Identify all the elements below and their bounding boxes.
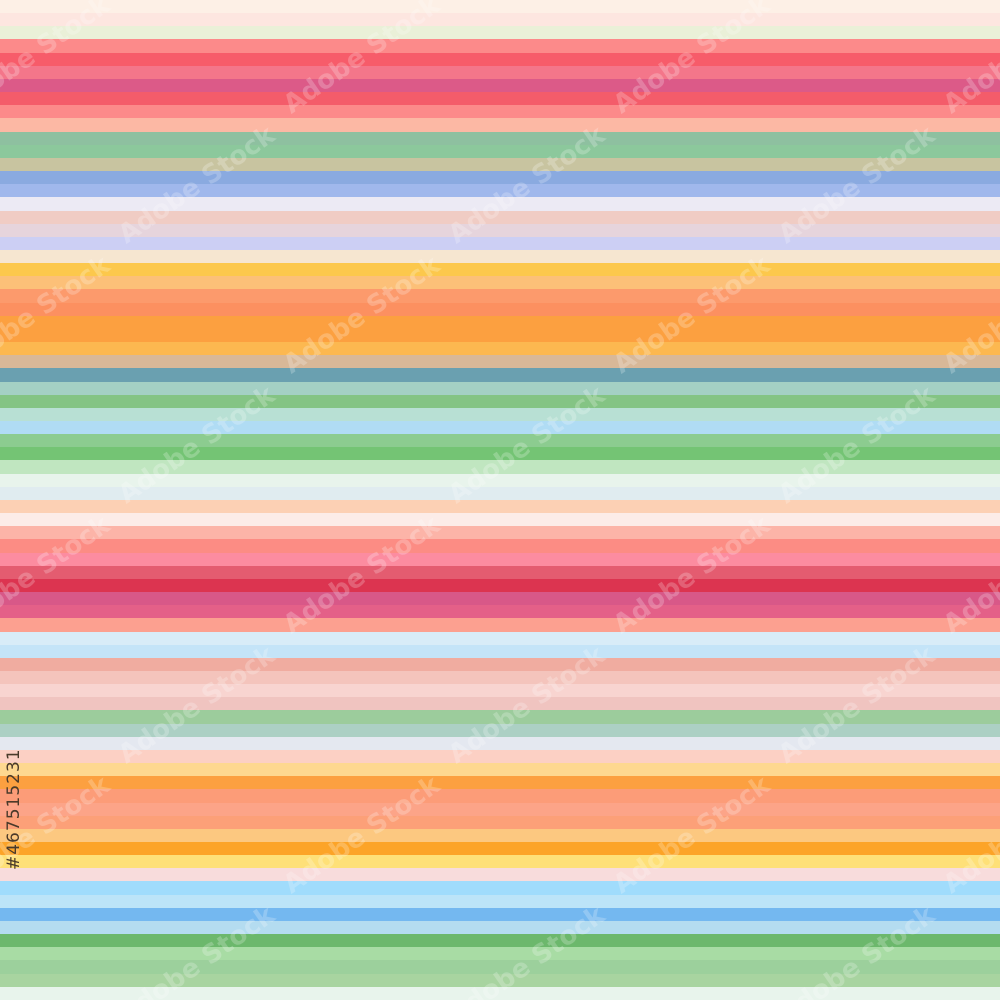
stripe: [0, 460, 1000, 474]
stripe: [0, 368, 1000, 382]
stripe: [0, 934, 1000, 948]
stripe: [0, 184, 1000, 198]
stripe: [0, 65, 1000, 79]
stripe: [0, 39, 1000, 53]
stripe: [0, 342, 1000, 356]
stripe: [0, 736, 1000, 750]
stripe: [0, 513, 1000, 527]
stripe: [0, 657, 1000, 671]
stripe: [0, 407, 1000, 421]
stripe: [0, 276, 1000, 290]
stripe: [0, 355, 1000, 369]
stripe: [0, 118, 1000, 132]
stripe: [0, 328, 1000, 343]
stripe: [0, 236, 1000, 250]
stripe: [0, 670, 1000, 685]
stripe: [0, 723, 1000, 737]
stripe: [0, 26, 1000, 40]
stripe: [0, 592, 1000, 606]
stripe: [0, 105, 1000, 119]
stripe: [0, 13, 1000, 27]
stripe: [0, 763, 1000, 777]
stripe: [0, 552, 1000, 566]
stripe: [0, 289, 1000, 303]
stripe: [0, 776, 1000, 790]
stripe: [0, 157, 1000, 172]
stripe: [0, 381, 1000, 395]
stripe: [0, 52, 1000, 66]
stripe: [0, 920, 1000, 935]
stripe: [0, 947, 1000, 961]
stripe: [0, 249, 1000, 264]
stripe: [0, 421, 1000, 435]
stripe: [0, 578, 1000, 593]
stripe: [0, 447, 1000, 461]
stripe: [0, 631, 1000, 645]
stripe: [0, 605, 1000, 619]
stripe: [0, 473, 1000, 487]
stripe: [0, 486, 1000, 500]
stripe: [0, 539, 1000, 553]
stripe: [0, 828, 1000, 842]
stripe: [0, 92, 1000, 106]
stripe: [0, 0, 1000, 14]
stripe: [0, 644, 1000, 658]
stripe: [0, 802, 1000, 816]
stripe: [0, 894, 1000, 908]
stripe: [0, 815, 1000, 829]
stripe: [0, 749, 1000, 764]
stripe: [0, 315, 1000, 329]
stripe: [0, 499, 1000, 514]
stripe: [0, 710, 1000, 724]
stripe: [0, 684, 1000, 698]
stripe: [0, 868, 1000, 882]
stripe: [0, 960, 1000, 974]
stripe: [0, 986, 1000, 1000]
stripe: [0, 618, 1000, 632]
stripe: [0, 565, 1000, 579]
stripe: [0, 210, 1000, 224]
stripe: [0, 197, 1000, 211]
stripe: [0, 526, 1000, 540]
stripe: [0, 144, 1000, 158]
stock-id-label: #467515231: [4, 748, 24, 870]
stripe: [0, 171, 1000, 185]
stripe: [0, 907, 1000, 921]
stripe: [0, 697, 1000, 711]
stripe: [0, 78, 1000, 93]
stripe: [0, 223, 1000, 237]
stripe: [0, 881, 1000, 895]
stripe: [0, 302, 1000, 316]
stripe: [0, 434, 1000, 448]
stripe: [0, 842, 1000, 856]
stripe: [0, 394, 1000, 408]
stripe: [0, 973, 1000, 987]
stripe: [0, 789, 1000, 803]
stripe: [0, 131, 1000, 145]
stripe: [0, 263, 1000, 277]
stripe: [0, 855, 1000, 869]
